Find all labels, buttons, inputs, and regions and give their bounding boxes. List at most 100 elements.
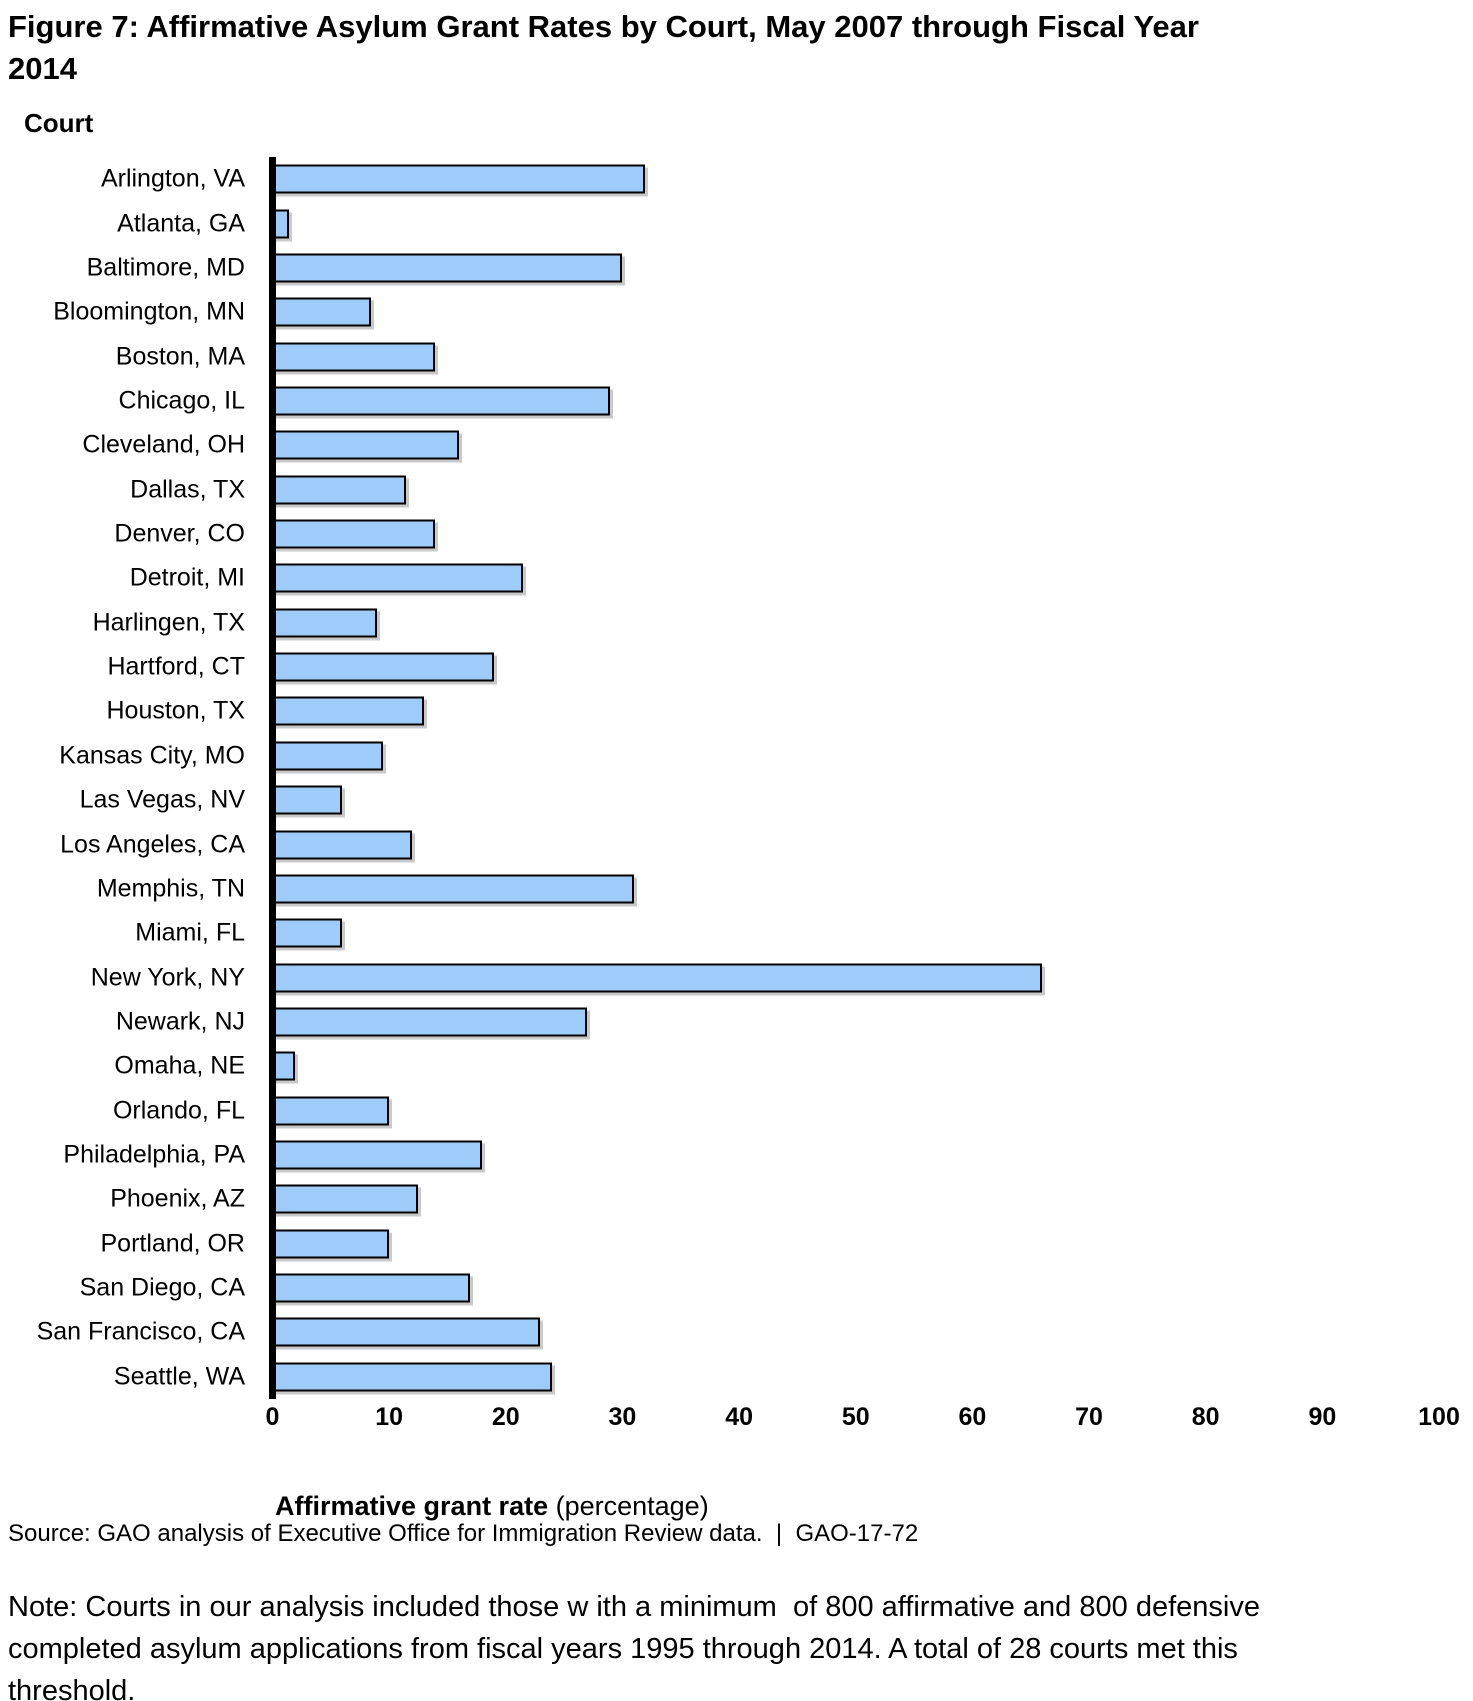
bar	[272, 1184, 418, 1214]
chart-row: Cleveland, OH	[0, 423, 1473, 467]
category-label: Portland, OR	[100, 1229, 245, 1258]
bar-chart: Arlington, VA Atlanta, GA Baltimore, MD Blo…	[0, 157, 1473, 1399]
bar	[272, 253, 622, 283]
chart-row: Miami, FL	[0, 911, 1473, 955]
category-label: Las Vegas, NV	[79, 785, 245, 814]
figure-title-line-1: Figure 7: Affirmative Asylum Grant Rates…	[8, 9, 1199, 44]
x-tick-label: 40	[725, 1403, 753, 1431]
chart-row: Newark, NJ	[0, 1000, 1473, 1044]
chart-row: Seattle, WA	[0, 1355, 1473, 1399]
x-axis-title-regular: (percentage)	[548, 1491, 709, 1521]
chart-row: Bloomington, MN	[0, 290, 1473, 334]
bar	[272, 297, 372, 327]
source-line: Source: GAO analysis of Executive Office…	[8, 1520, 919, 1547]
note-text: Note: Courts in our analysis included th…	[8, 1586, 1260, 1701]
category-label: Omaha, NE	[114, 1051, 245, 1080]
x-tick-label: 0	[265, 1403, 280, 1431]
bar	[272, 386, 611, 416]
x-axis-title-bold: Affirmative grant rate	[275, 1491, 549, 1521]
bar	[272, 918, 342, 948]
bar	[272, 1317, 541, 1347]
bar	[272, 1140, 482, 1170]
chart-row: Arlington, VA	[0, 157, 1473, 201]
bar	[272, 1096, 389, 1126]
category-label: Atlanta, GA	[117, 209, 245, 238]
x-axis-title: Affirmative grant rate (percentage)	[245, 1460, 709, 1553]
chart-row: Detroit, MI	[0, 556, 1473, 600]
category-label: Seattle, WA	[113, 1362, 245, 1391]
x-tick-label: 100	[1418, 1403, 1460, 1431]
bar	[272, 430, 459, 460]
chart-row: Kansas City, MO	[0, 734, 1473, 778]
chart-row: Las Vegas, NV	[0, 778, 1473, 822]
chart-row: San Diego, CA	[0, 1266, 1473, 1310]
bar	[272, 1362, 552, 1392]
category-label: Dallas, TX	[130, 475, 245, 504]
chart-row: Phoenix, AZ	[0, 1177, 1473, 1221]
note-line: threshold.	[8, 1675, 136, 1701]
bar	[272, 563, 523, 593]
bar	[272, 1007, 587, 1037]
chart-row: Boston, MA	[0, 334, 1473, 378]
x-tick-label: 90	[1308, 1403, 1337, 1431]
chart-row: New York, NY	[0, 955, 1473, 999]
category-label: Cleveland, OH	[82, 430, 245, 459]
bar	[272, 963, 1042, 993]
category-label: New York, NY	[90, 963, 245, 992]
category-label: Boston, MA	[115, 342, 245, 371]
chart-row: Los Angeles, CA	[0, 822, 1473, 866]
bar	[272, 342, 436, 372]
category-label: Bloomington, MN	[53, 297, 245, 326]
bar	[272, 608, 377, 638]
chart-row: Chicago, IL	[0, 379, 1473, 423]
y-axis-line	[269, 157, 276, 1399]
bar	[272, 164, 646, 194]
bar	[272, 652, 494, 682]
category-label: Harlingen, TX	[92, 608, 245, 637]
x-tick-label: 30	[608, 1403, 637, 1431]
x-axis-ticks: 0 10 20 30 40 50 60 70 80 90 100	[0, 1402, 1473, 1436]
category-label: San Diego, CA	[79, 1273, 245, 1302]
y-axis-title: Court	[24, 108, 94, 138]
category-label: Houston, TX	[106, 696, 245, 725]
note-line: completed asylum applications from fisca…	[8, 1633, 1238, 1665]
figure-title-line-2: 2014	[8, 51, 77, 86]
bar	[272, 1273, 471, 1303]
chart-row: Denver, CO	[0, 512, 1473, 556]
chart-row: Portland, OR	[0, 1222, 1473, 1266]
bar	[272, 874, 634, 904]
chart-row: Omaha, NE	[0, 1044, 1473, 1088]
x-tick-label: 20	[491, 1403, 520, 1431]
chart-row: Orlando, FL	[0, 1089, 1473, 1133]
category-label: Memphis, TN	[96, 874, 245, 903]
x-tick-label: 60	[958, 1403, 987, 1431]
chart-row: Harlingen, TX	[0, 601, 1473, 645]
x-tick-label: 50	[841, 1403, 870, 1431]
category-label: Miami, FL	[135, 918, 245, 947]
category-label: Baltimore, MD	[86, 253, 245, 282]
bar	[272, 741, 383, 771]
category-label: Arlington, VA	[100, 164, 245, 193]
category-label: Orlando, FL	[112, 1096, 245, 1125]
category-label: Newark, NJ	[115, 1007, 245, 1036]
bar	[272, 1229, 389, 1259]
bar	[272, 830, 412, 860]
chart-row: Houston, TX	[0, 689, 1473, 733]
note-line: Note: Courts in our analysis included th…	[8, 1591, 1260, 1623]
chart-row: San Francisco, CA	[0, 1310, 1473, 1354]
category-label: Kansas City, MO	[59, 741, 245, 770]
category-label: San Francisco, CA	[36, 1317, 245, 1346]
x-tick-label: 10	[375, 1403, 404, 1431]
chart-row: Dallas, TX	[0, 468, 1473, 512]
x-tick-label: 70	[1075, 1403, 1103, 1431]
figure-title: Figure 7: Affirmative Asylum Grant Rates…	[8, 6, 1199, 90]
category-label: Hartford, CT	[107, 652, 245, 681]
chart-row: Philadelphia, PA	[0, 1133, 1473, 1177]
bar	[272, 785, 342, 815]
chart-row: Memphis, TN	[0, 867, 1473, 911]
category-label: Detroit, MI	[129, 563, 245, 592]
chart-row: Atlanta, GA	[0, 201, 1473, 245]
bar	[272, 475, 407, 505]
category-label: Denver, CO	[114, 519, 245, 548]
